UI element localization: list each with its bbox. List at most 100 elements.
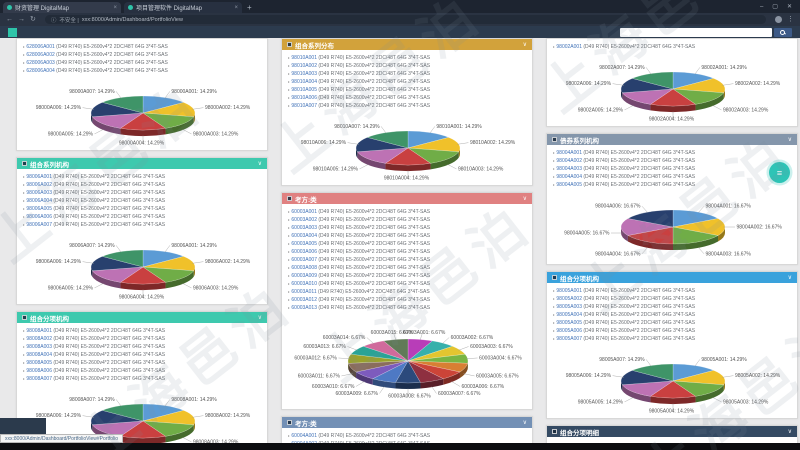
list-item[interactable]: • 98010A007 (D49 R740) E5-2600v4*2 2DC/48…: [288, 102, 526, 110]
list-item[interactable]: • 98005A005 (D49 R740) E5-2600v4*2 2DC/48…: [553, 319, 791, 327]
list-item[interactable]: • 98008A007 (D49 R740) E5-2600v4*2 2DC/48…: [23, 375, 261, 383]
chevron-down-icon[interactable]: ∨: [522, 42, 527, 48]
pie-slice-label: 60003A002: 6.67%: [451, 335, 494, 341]
item-code: 98004A004: [556, 174, 582, 180]
item-code: 628006A004: [26, 68, 55, 74]
security-info-icon[interactable]: ⓘ: [50, 17, 57, 24]
bullet-icon: •: [288, 95, 290, 100]
panel-header[interactable]: 债券系列机构 ∨: [547, 134, 797, 145]
list-item[interactable]: • 628006A001 (D49 R740) E5-2600v4*2 2DC/4…: [23, 43, 261, 51]
chevron-down-icon[interactable]: ∨: [787, 137, 792, 143]
browser-menu-icon[interactable]: ⋮: [787, 16, 794, 23]
panel-header[interactable]: 组合分项机构 ∨: [17, 312, 267, 323]
list-item[interactable]: • 98010A002 (D49 R740) E5-2600v4*2 2DC/48…: [288, 62, 526, 70]
new-tab-button[interactable]: +: [247, 3, 252, 12]
panel-body: • 628006A001 (D49 R740) E5-2600v4*2 2DC/4…: [17, 39, 267, 150]
list-item[interactable]: • 60003A010 (D49 R740) E5-2600v4*2 2DC/48…: [288, 280, 526, 288]
panel-header[interactable]: 组合分项明细 ∨: [547, 426, 797, 437]
list-item[interactable]: • 98006A004 (D49 R740) E5-2600v4*2 2DC/48…: [23, 197, 261, 205]
list-item[interactable]: • 98005A001 (D49 R740) E5-2600v4*2 2DC/48…: [553, 287, 791, 295]
list-item[interactable]: • 60003A012 (D49 R740) E5-2600v4*2 2DC/48…: [288, 296, 526, 304]
list-item[interactable]: • 628006A004 (D49 R740) E5-2600v4*2 2DC/4…: [23, 67, 261, 75]
list-item[interactable]: • 98005A004 (D49 R740) E5-2600v4*2 2DC/48…: [553, 311, 791, 319]
list-item[interactable]: • 628006A002 (D49 R740) E5-2600v4*2 2DC/4…: [23, 51, 261, 59]
list-item[interactable]: • 98010A005 (D49 R740) E5-2600v4*2 2DC/48…: [288, 86, 526, 94]
browser-tab-2[interactable]: 项目管理软件 DigitalMap ×: [124, 2, 242, 13]
browser-tab-1[interactable]: 财资管理 DigitalMap ×: [3, 2, 121, 13]
chevron-down-icon[interactable]: ∨: [522, 420, 527, 426]
list-item[interactable]: • 60003A001 (D49 R740) E5-2600v4*2 2DC/48…: [288, 208, 526, 216]
list-item[interactable]: • 628006A003 (D49 R740) E5-2600v4*2 2DC/4…: [23, 59, 261, 67]
list-item[interactable]: • 98004A003 (D49 R740) E5-2600v4*2 2DC/48…: [553, 165, 791, 173]
chevron-down-icon[interactable]: ∨: [257, 161, 262, 167]
list-item[interactable]: • 98004A002 (D49 R740) E5-2600v4*2 2DC/48…: [553, 157, 791, 165]
floating-action-button[interactable]: ≡: [769, 162, 790, 183]
list-item[interactable]: • 98006A003 (D49 R740) E5-2600v4*2 2DC/48…: [23, 189, 261, 197]
list-item[interactable]: • 98008A003 (D49 R740) E5-2600v4*2 2DC/48…: [23, 343, 261, 351]
panel-header[interactable]: 考方:类 ∨: [282, 417, 532, 428]
list-item[interactable]: • 98006A006 (D49 R740) E5-2600v4*2 2DC/48…: [23, 213, 261, 221]
list-item[interactable]: • 60003A006 (D49 R740) E5-2600v4*2 2DC/48…: [288, 248, 526, 256]
list-item[interactable]: • 98006A005 (D49 R740) E5-2600v4*2 2DC/48…: [23, 205, 261, 213]
item-desc: (D49 R740) E5-2600v4*2 2DC/48T 64G 3*4T-…: [582, 174, 696, 180]
chevron-down-icon[interactable]: ∨: [787, 275, 792, 281]
search-input[interactable]: [620, 27, 772, 37]
list-item[interactable]: • 98010A006 (D49 R740) E5-2600v4*2 2DC/48…: [288, 94, 526, 102]
window-close-icon[interactable]: ✕: [786, 4, 792, 10]
list-item[interactable]: • 60004A001 (D49 R740) E5-2600v4*2 2DC/48…: [288, 432, 526, 440]
panel-body: • 98004A001 (D49 R740) E5-2600v4*2 2DC/48…: [547, 145, 797, 264]
list-item[interactable]: • 60003A005 (D49 R740) E5-2600v4*2 2DC/48…: [288, 240, 526, 248]
list-item[interactable]: • 60003A003 (D49 R740) E5-2600v4*2 2DC/48…: [288, 224, 526, 232]
list-item[interactable]: • 98004A004 (D49 R740) E5-2600v4*2 2DC/48…: [553, 173, 791, 181]
list-item[interactable]: • 98006A001 (D49 R740) E5-2600v4*2 2DC/48…: [23, 173, 261, 181]
chevron-down-icon[interactable]: ∨: [522, 196, 527, 202]
list-item[interactable]: • 60003A013 (D49 R740) E5-2600v4*2 2DC/48…: [288, 304, 526, 312]
window-maximize-icon[interactable]: ▢: [772, 4, 778, 10]
list-item[interactable]: • 60003A004 (D49 R740) E5-2600v4*2 2DC/48…: [288, 232, 526, 240]
list-item[interactable]: • 60003A007 (D49 R740) E5-2600v4*2 2DC/48…: [288, 256, 526, 264]
list-item[interactable]: • 98005A006 (D49 R740) E5-2600v4*2 2DC/48…: [553, 327, 791, 335]
item-code: 60003A005: [291, 241, 317, 247]
app-logo[interactable]: [8, 27, 17, 37]
list-item[interactable]: • 60003A009 (D49 R740) E5-2600v4*2 2DC/48…: [288, 272, 526, 280]
list-item[interactable]: • 98006A007 (D49 R740) E5-2600v4*2 2DC/48…: [23, 221, 261, 229]
list-item[interactable]: • 98002A001 (D49 R740) E5-2600v4*2 2DC/48…: [553, 43, 791, 51]
list-item[interactable]: •60004A002 (D49 R740) E5-2600v4*2 2DC/48…: [288, 440, 526, 443]
list-item[interactable]: • 98004A005 (D49 R740) E5-2600v4*2 2DC/48…: [553, 181, 791, 189]
list-item[interactable]: • 98008A002 (D49 R740) E5-2600v4*2 2DC/48…: [23, 335, 261, 343]
bullet-icon: •: [288, 225, 290, 230]
window-minimize-icon[interactable]: –: [759, 3, 764, 10]
list-item[interactable]: • 98008A005 (D49 R740) E5-2600v4*2 2DC/48…: [23, 359, 261, 367]
tab-close-icon[interactable]: ×: [234, 4, 238, 11]
profile-icon[interactable]: [775, 16, 782, 23]
list-item[interactable]: • 60003A008 (D49 R740) E5-2600v4*2 2DC/48…: [288, 264, 526, 272]
list-item[interactable]: • 60003A002 (D49 R740) E5-2600v4*2 2DC/48…: [288, 216, 526, 224]
panel-header[interactable]: 组合系列机构 ∨: [17, 158, 267, 169]
panel-header[interactable]: 组合系列分布 ∨: [282, 39, 532, 50]
list-item[interactable]: • 98010A003 (D49 R740) E5-2600v4*2 2DC/48…: [288, 70, 526, 78]
address-bar[interactable]: ⓘ 不安全 | xxx:8000/Admin/Dashboard/Portfol…: [44, 15, 766, 24]
list-item[interactable]: • 98008A001 (D49 R740) E5-2600v4*2 2DC/48…: [23, 327, 261, 335]
back-icon[interactable]: ←: [6, 16, 13, 23]
item-desc: (D49 R740) E5-2600v4*2 2DC/48T 64G 3*4T-…: [317, 249, 431, 255]
chevron-down-icon[interactable]: ∨: [257, 315, 262, 321]
list-item[interactable]: • 98010A004 (D49 R740) E5-2600v4*2 2DC/48…: [288, 78, 526, 86]
list-item[interactable]: • 98006A002 (D49 R740) E5-2600v4*2 2DC/48…: [23, 181, 261, 189]
tab-close-icon[interactable]: ×: [113, 4, 117, 11]
forward-icon[interactable]: →: [18, 16, 25, 23]
chevron-down-icon[interactable]: ∨: [787, 429, 792, 435]
item-desc: (D49 R740) E5-2600v4*2 2DC/48T 64G 3*4T-…: [52, 344, 166, 350]
panel-header[interactable]: 组合分项机构 ∨: [547, 272, 797, 283]
panel-header[interactable]: 考方:类 ∨: [282, 193, 532, 204]
list-item[interactable]: • 98005A002 (D49 R740) E5-2600v4*2 2DC/48…: [553, 295, 791, 303]
search-button[interactable]: [774, 27, 792, 37]
list-item[interactable]: • 98010A001 (D49 R740) E5-2600v4*2 2DC/48…: [288, 54, 526, 62]
list-item[interactable]: • 98008A004 (D49 R740) E5-2600v4*2 2DC/48…: [23, 351, 261, 359]
item-code: 60004A001: [291, 433, 317, 439]
list-item[interactable]: • 60003A011 (D49 R740) E5-2600v4*2 2DC/48…: [288, 288, 526, 296]
reload-icon[interactable]: ↻: [30, 16, 36, 23]
list-item[interactable]: • 98004A001 (D49 R740) E5-2600v4*2 2DC/48…: [553, 149, 791, 157]
list-item[interactable]: • 98008A006 (D49 R740) E5-2600v4*2 2DC/48…: [23, 367, 261, 375]
list-item[interactable]: • 98005A003 (D49 R740) E5-2600v4*2 2DC/48…: [553, 303, 791, 311]
list-item[interactable]: • 98005A007 (D49 R740) E5-2600v4*2 2DC/48…: [553, 335, 791, 343]
